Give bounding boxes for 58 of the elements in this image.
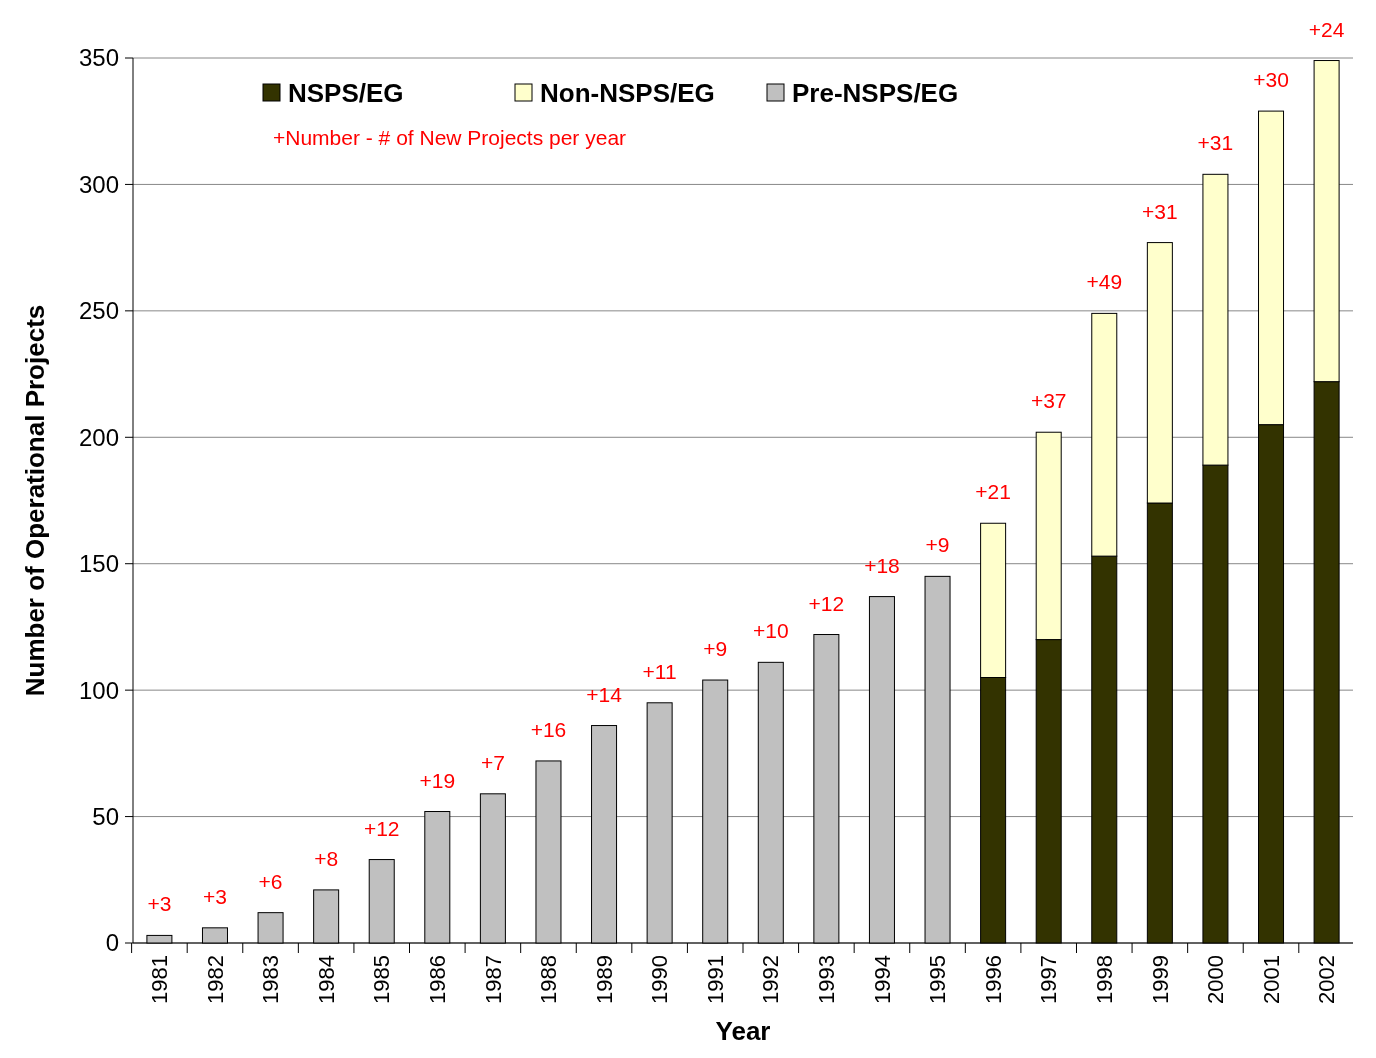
- annotation: +21: [975, 480, 1011, 504]
- y-tick-label: 350: [78, 44, 119, 72]
- x-tick-label: 2001: [1258, 955, 1284, 1004]
- y-tick-label: 0: [105, 929, 119, 957]
- x-tick-label: 1985: [369, 955, 395, 1004]
- x-axis-title: Year: [715, 1016, 771, 1046]
- y-tick-label: 50: [92, 802, 119, 830]
- x-tick-label: 1991: [702, 955, 728, 1004]
- x-tick-label: 2000: [1203, 955, 1229, 1004]
- x-tick-label: 1988: [536, 955, 562, 1004]
- annotation: +24: [1308, 17, 1345, 41]
- x-tick-label: 1998: [1091, 955, 1117, 1004]
- annotation: +18: [864, 553, 900, 577]
- x-tick-label: 2002: [1314, 955, 1340, 1004]
- annotation: +10: [752, 619, 789, 643]
- annotation: +9: [925, 533, 950, 557]
- annotation: +49: [1086, 270, 1123, 294]
- x-tick-label: 1997: [1036, 955, 1062, 1004]
- annotation: +8: [314, 846, 339, 870]
- x-tick-label: 1983: [258, 955, 284, 1004]
- y-tick-label: 250: [78, 297, 119, 325]
- annotation: +12: [808, 591, 845, 615]
- legend-label: Pre-NSPS/EG: [792, 78, 959, 109]
- y-axis-title: Number of Operational Projects: [20, 304, 50, 697]
- x-tick-label: 1984: [313, 955, 339, 1004]
- y-tick-label: 200: [78, 423, 119, 451]
- legend-label: Non-NSPS/EG: [540, 78, 715, 109]
- annotation: +16: [530, 717, 567, 741]
- annotation: +3: [147, 892, 172, 916]
- annotation: +31: [1142, 199, 1178, 223]
- annotation: +37: [1030, 389, 1067, 413]
- x-tick-label: 1987: [480, 955, 506, 1004]
- annotation: +7: [480, 750, 505, 774]
- y-tick-label: 100: [78, 676, 119, 704]
- x-tick-label: 1996: [980, 955, 1006, 1004]
- x-tick-label: 1999: [1147, 955, 1173, 1004]
- annotation: +Number - # of New Projects per year: [273, 126, 627, 149]
- annotation: +14: [586, 682, 623, 706]
- x-tick-label: 1993: [814, 955, 840, 1004]
- y-tick-label: 300: [78, 170, 119, 198]
- x-tick-label: 1994: [869, 955, 895, 1004]
- y-tick-label: 150: [78, 550, 119, 578]
- legend-label: NSPS/EG: [288, 78, 404, 109]
- x-tick-label: 1981: [147, 955, 173, 1004]
- x-tick-label: 1990: [647, 955, 673, 1004]
- annotation: +9: [703, 637, 728, 661]
- x-tick-label: 1995: [925, 955, 951, 1004]
- annotation: +19: [419, 768, 456, 792]
- annotation: +3: [203, 884, 227, 908]
- annotation: +11: [642, 659, 677, 683]
- x-tick-label: 1989: [591, 955, 617, 1004]
- annotation: +31: [1197, 131, 1234, 155]
- annotation: +12: [363, 816, 400, 840]
- annotation: +30: [1253, 68, 1289, 92]
- x-tick-label: 1992: [758, 955, 784, 1004]
- x-tick-label: 1982: [202, 955, 228, 1004]
- annotation: +6: [258, 869, 283, 893]
- x-tick-label: 1986: [425, 955, 451, 1004]
